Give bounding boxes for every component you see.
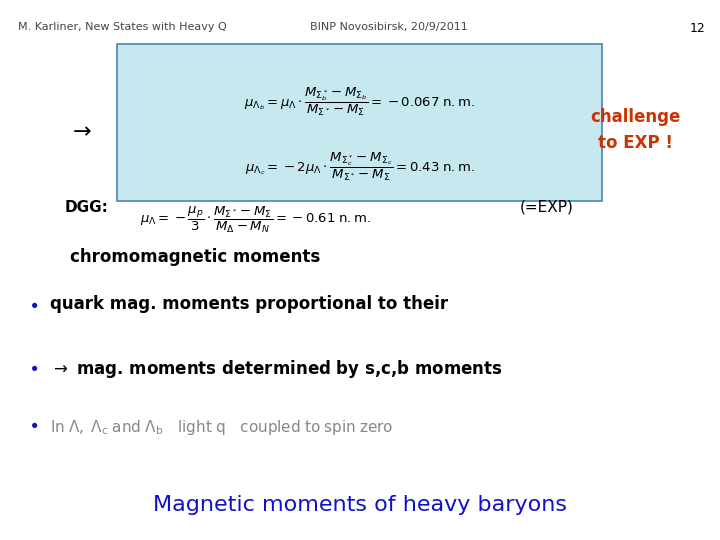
Text: $\bullet$: $\bullet$ <box>28 295 38 313</box>
Text: $\mu_{\Lambda_b} = \mu_{\Lambda} \cdot \dfrac{M_{\Sigma^*_b} - M_{\Sigma_b}}{M_{: $\mu_{\Lambda_b} = \mu_{\Lambda} \cdot \… <box>244 85 476 118</box>
Text: challenge
to EXP !: challenge to EXP ! <box>590 109 680 152</box>
Text: Magnetic moments of heavy baryons: Magnetic moments of heavy baryons <box>153 495 567 515</box>
Text: chromomagnetic moments: chromomagnetic moments <box>70 248 320 266</box>
FancyBboxPatch shape <box>117 44 602 201</box>
Text: quark mag. moments proportional to their: quark mag. moments proportional to their <box>50 295 448 313</box>
Text: $\bullet$: $\bullet$ <box>28 415 38 433</box>
Text: $\mathrm{In\;\Lambda,\;\Lambda_c\;and\;\Lambda_b}$$\quad\mathrm{light\;q}\quad$$: $\mathrm{In\;\Lambda,\;\Lambda_c\;and\;\… <box>50 418 393 437</box>
Text: BINP Novosibirsk, 20/9/2011: BINP Novosibirsk, 20/9/2011 <box>310 22 468 32</box>
Text: $\mu_\Lambda = -\dfrac{\mu_p}{3} \cdot \dfrac{M_{\Sigma^*} - M_{\Sigma}}{M_{\Del: $\mu_\Lambda = -\dfrac{\mu_p}{3} \cdot \… <box>140 205 372 235</box>
Text: 12: 12 <box>689 22 705 35</box>
Text: (=EXP): (=EXP) <box>520 200 574 215</box>
Text: DGG:: DGG: <box>65 200 109 215</box>
Text: $\rightarrow$: $\rightarrow$ <box>68 120 92 140</box>
Text: $\bullet$: $\bullet$ <box>28 358 38 376</box>
Text: $\rightarrow$ mag. moments determined by s,c,b moments: $\rightarrow$ mag. moments determined by… <box>50 358 503 380</box>
Text: $\mu_{\Lambda_c} = -2\mu_{\Lambda} \cdot \dfrac{M_{\Sigma^*_c} - M_{\Sigma_c}}{M: $\mu_{\Lambda_c} = -2\mu_{\Lambda} \cdot… <box>245 150 475 183</box>
Text: M. Karliner, New States with Heavy Q: M. Karliner, New States with Heavy Q <box>18 22 227 32</box>
